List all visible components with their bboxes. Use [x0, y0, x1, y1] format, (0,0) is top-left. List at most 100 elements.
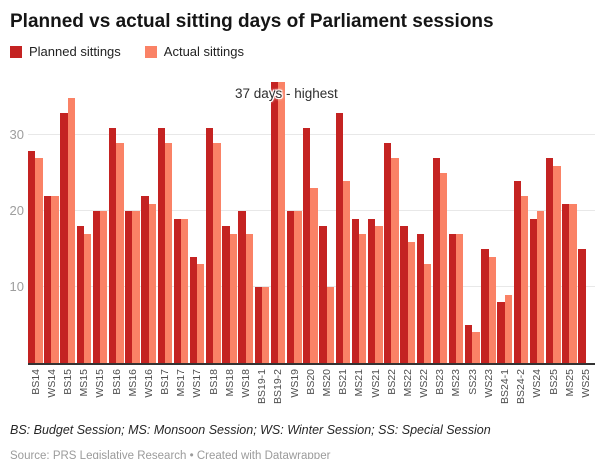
bar-actual[interactable] — [294, 211, 302, 363]
bar-planned[interactable] — [238, 211, 246, 363]
x-axis-label-cell: WS22 — [417, 368, 433, 414]
x-axis-label: BS23 — [434, 368, 447, 395]
bar-actual[interactable] — [197, 264, 205, 363]
bar-actual[interactable] — [407, 241, 415, 363]
bar-planned[interactable] — [432, 158, 440, 363]
bar-group — [44, 196, 60, 363]
bar-planned[interactable] — [448, 233, 457, 363]
x-axis-label: MS17 — [175, 368, 188, 397]
x-axis-label: MS20 — [320, 368, 333, 397]
bar-group — [367, 218, 384, 363]
bar-actual[interactable] — [537, 211, 545, 363]
bar-planned[interactable] — [562, 203, 570, 363]
x-axis-label: BS15 — [61, 368, 74, 395]
bar-planned[interactable] — [287, 211, 295, 363]
bar-group — [222, 226, 238, 363]
bar-actual[interactable] — [164, 142, 173, 363]
bar-actual[interactable] — [472, 332, 480, 363]
bar-actual[interactable] — [83, 233, 92, 363]
bar-actual[interactable] — [132, 211, 140, 363]
bar-actual[interactable] — [342, 180, 351, 363]
bar-planned[interactable] — [578, 249, 586, 363]
bar-planned[interactable] — [125, 211, 133, 363]
bar-actual[interactable] — [100, 211, 108, 363]
bar-actual[interactable] — [439, 173, 448, 363]
bar-planned[interactable] — [108, 127, 117, 363]
x-axis-label: BS25 — [547, 368, 560, 395]
x-axis-label-cell: WS15 — [93, 368, 109, 414]
bar-actual[interactable] — [213, 142, 221, 363]
bar-actual[interactable] — [67, 97, 75, 363]
bar-planned[interactable] — [481, 249, 489, 363]
bar-planned[interactable] — [141, 196, 149, 363]
bar-actual[interactable] — [326, 286, 334, 363]
legend: Planned sittings Actual sittings — [10, 44, 590, 59]
bar-planned[interactable] — [400, 226, 408, 363]
bar-planned[interactable] — [28, 150, 36, 363]
bar-planned[interactable] — [351, 218, 360, 363]
bar-actual[interactable] — [423, 264, 432, 363]
bar-actual[interactable] — [310, 188, 318, 363]
bar-planned[interactable] — [76, 226, 84, 363]
x-axis-label-cell: WS23 — [481, 368, 497, 414]
x-axis-label-cell: BS18 — [206, 368, 222, 414]
bar-planned[interactable] — [319, 226, 327, 363]
bar-actual[interactable] — [116, 142, 124, 363]
bar-actual[interactable] — [456, 233, 464, 363]
x-axis-label: MS18 — [223, 368, 236, 397]
bar-group — [270, 82, 287, 363]
bar-group — [157, 127, 174, 363]
bar-actual[interactable] — [520, 196, 529, 363]
bar-actual[interactable] — [261, 286, 270, 363]
bar-planned[interactable] — [189, 256, 198, 363]
bar-planned[interactable] — [529, 218, 538, 363]
bar-planned[interactable] — [173, 218, 181, 363]
y-axis-tick-label: 10 — [9, 278, 24, 294]
bar-actual[interactable] — [35, 158, 43, 363]
bar-group — [513, 180, 530, 363]
bar-planned[interactable] — [497, 302, 505, 363]
bar-planned[interactable] — [384, 142, 392, 363]
bar-actual[interactable] — [278, 82, 286, 363]
bar-planned[interactable] — [513, 180, 521, 363]
bar-planned[interactable] — [92, 211, 101, 363]
bar-actual[interactable] — [488, 256, 496, 363]
bar-planned[interactable] — [335, 112, 343, 363]
bar-group — [141, 196, 157, 363]
bar-actual[interactable] — [359, 233, 367, 363]
bar-actual[interactable] — [148, 203, 156, 363]
bar-planned[interactable] — [254, 286, 262, 363]
bar-actual[interactable] — [553, 165, 561, 363]
bar-actual[interactable] — [51, 196, 59, 363]
bar-planned[interactable] — [416, 233, 424, 363]
bar-planned[interactable] — [222, 226, 230, 363]
bar-actual[interactable] — [569, 203, 577, 363]
bar-actual[interactable] — [245, 233, 254, 363]
bar-planned[interactable] — [367, 218, 376, 363]
bar-planned[interactable] — [206, 127, 214, 363]
x-axis-label-cell: MS15 — [77, 368, 93, 414]
bar-actual[interactable] — [375, 226, 383, 363]
bar-planned[interactable] — [60, 112, 68, 363]
x-axis-label-cell: MS22 — [400, 368, 416, 414]
bar-actual[interactable] — [391, 158, 399, 363]
x-axis-label: BS21 — [337, 368, 350, 395]
x-axis-labels: BS14 WS14 BS15 MS15 WS15 BS16 MS16 WS16 BS17 MS17… — [28, 368, 595, 414]
x-axis-label-cell: BS17 — [158, 368, 174, 414]
bar-group — [546, 158, 562, 363]
x-axis-label-cell: BS21 — [336, 368, 352, 414]
bar-actual[interactable] — [229, 233, 237, 363]
bar-planned[interactable] — [270, 82, 279, 363]
bar-planned[interactable] — [303, 127, 311, 363]
bar-planned[interactable] — [546, 158, 554, 363]
bar-planned[interactable] — [465, 324, 473, 363]
bar-actual[interactable] — [504, 294, 513, 363]
x-axis-label: WS17 — [191, 368, 204, 398]
x-axis-label-cell: WS25 — [578, 368, 594, 414]
x-axis-label: BS20 — [304, 368, 317, 395]
footnote: BS: Budget Session; MS: Monsoon Session;… — [10, 422, 491, 437]
bar-planned[interactable] — [157, 127, 165, 363]
y-axis-tick-label: 20 — [9, 203, 24, 219]
bar-actual[interactable] — [180, 218, 189, 363]
bar-planned[interactable] — [44, 196, 52, 363]
